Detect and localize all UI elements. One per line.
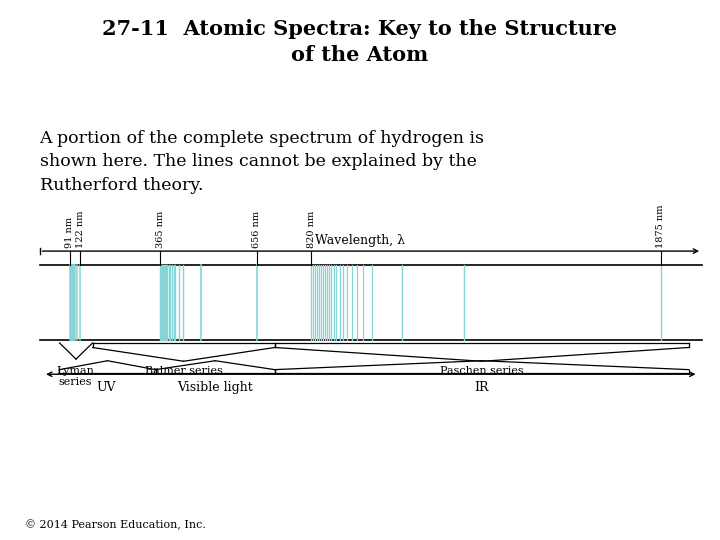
- Text: 365 nm: 365 nm: [156, 211, 165, 248]
- Text: 27-11  Atomic Spectra: Key to the Structure
of the Atom: 27-11 Atomic Spectra: Key to the Structu…: [102, 19, 618, 65]
- Text: IR: IR: [474, 381, 489, 394]
- Text: 656 nm: 656 nm: [253, 211, 261, 248]
- Text: Wavelength, λ: Wavelength, λ: [315, 234, 405, 247]
- Text: 122 nm: 122 nm: [76, 211, 84, 248]
- Text: A portion of the complete spectrum of hydrogen is
shown here. The lines cannot b: A portion of the complete spectrum of hy…: [40, 130, 485, 194]
- Text: 91 nm: 91 nm: [66, 217, 74, 248]
- Text: © 2014 Pearson Education, Inc.: © 2014 Pearson Education, Inc.: [25, 519, 206, 530]
- Text: UV: UV: [96, 381, 116, 394]
- Text: Balmer series: Balmer series: [145, 366, 222, 376]
- Text: Lyman
series: Lyman series: [56, 366, 94, 387]
- Text: 1875 nm: 1875 nm: [656, 205, 665, 248]
- Text: Paschen series: Paschen series: [440, 366, 523, 376]
- Text: Visible light: Visible light: [177, 381, 253, 394]
- Text: 820 nm: 820 nm: [307, 211, 315, 248]
